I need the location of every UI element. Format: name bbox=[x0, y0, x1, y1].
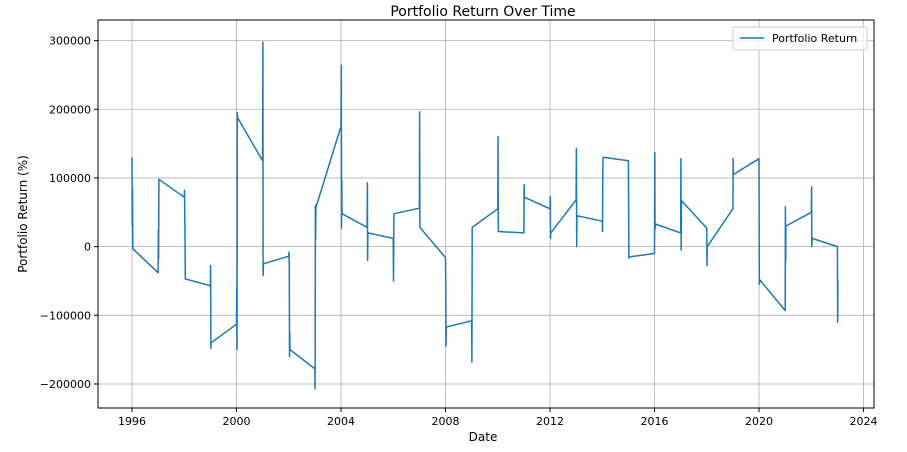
y-tick-label: 300000 bbox=[49, 35, 91, 48]
x-tick-label: 2012 bbox=[536, 415, 564, 428]
x-tick-label: 2000 bbox=[222, 415, 250, 428]
chart-title: Portfolio Return Over Time bbox=[390, 4, 575, 20]
x-tick-label: 2004 bbox=[327, 415, 355, 428]
legend: Portfolio Return bbox=[732, 26, 868, 51]
y-tick-label: 0 bbox=[84, 241, 91, 254]
x-tick-label: 2008 bbox=[432, 415, 460, 428]
y-tick-label: −100000 bbox=[40, 309, 91, 322]
x-tick-label: 2024 bbox=[850, 415, 878, 428]
plot-frame bbox=[97, 19, 875, 409]
x-axis-label: Date bbox=[469, 430, 498, 444]
x-axis: 1996 2000 2004 2008 2012 2016 2020 2024 bbox=[118, 408, 878, 428]
y-axis: −200000 −100000 0 100000 200000 300000 bbox=[40, 35, 98, 391]
x-tick-label: 1996 bbox=[118, 415, 146, 428]
legend-entry-label: Portfolio Return bbox=[772, 32, 857, 45]
series-layer bbox=[131, 41, 839, 390]
y-tick-label: −200000 bbox=[40, 378, 91, 391]
y-tick-label: 200000 bbox=[49, 103, 91, 116]
x-tick-label: 2020 bbox=[745, 415, 773, 428]
y-tick-label: 100000 bbox=[49, 172, 91, 185]
x-tick-label: 2016 bbox=[641, 415, 669, 428]
legend-box bbox=[732, 26, 868, 51]
series-line-portfolio-return bbox=[131, 41, 839, 390]
y-axis-label: Portfolio Return (%) bbox=[16, 155, 30, 273]
